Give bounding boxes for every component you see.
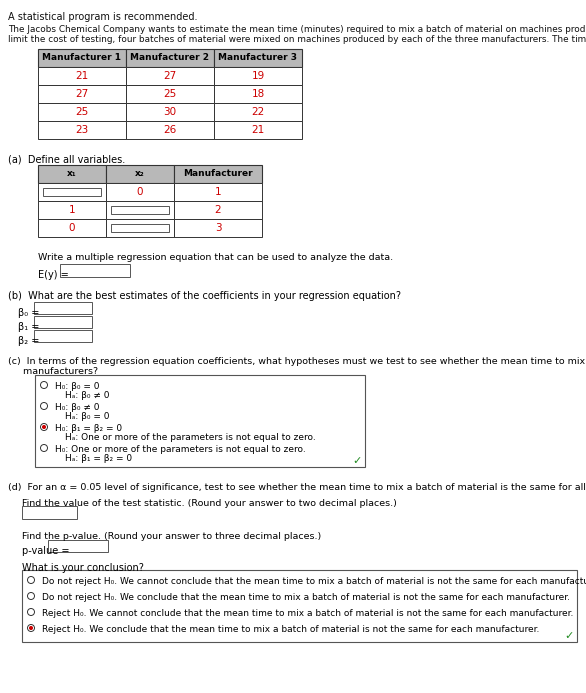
Bar xyxy=(214,85,302,103)
Bar xyxy=(126,103,214,121)
Bar xyxy=(43,188,101,196)
Text: Hₐ: β₀ = 0: Hₐ: β₀ = 0 xyxy=(65,412,110,421)
Bar xyxy=(106,165,174,183)
Text: 21: 21 xyxy=(251,125,265,135)
Bar xyxy=(38,183,106,201)
Bar xyxy=(38,201,106,219)
Text: x₁: x₁ xyxy=(67,168,77,177)
Bar xyxy=(174,201,262,219)
Bar xyxy=(34,316,92,328)
Text: 19: 19 xyxy=(251,71,265,81)
Bar xyxy=(214,103,302,121)
Text: H₀: β₀ = 0: H₀: β₀ = 0 xyxy=(55,382,100,391)
Text: 26: 26 xyxy=(163,125,176,135)
Text: Write a multiple regression equation that can be used to analyze the data.: Write a multiple regression equation tha… xyxy=(38,253,393,262)
Text: What is your conclusion?: What is your conclusion? xyxy=(22,563,144,573)
Bar xyxy=(38,85,126,103)
Bar xyxy=(22,570,577,642)
Bar xyxy=(214,49,302,67)
Text: H₀: β₁ = β₂ = 0: H₀: β₁ = β₂ = 0 xyxy=(55,424,122,433)
Bar xyxy=(214,121,302,139)
Text: Manufacturer 3: Manufacturer 3 xyxy=(219,53,298,62)
Bar xyxy=(35,375,365,467)
Text: Hₐ: One or more of the parameters is not equal to zero.: Hₐ: One or more of the parameters is not… xyxy=(65,433,316,442)
Bar xyxy=(106,201,174,219)
Text: β₀ =: β₀ = xyxy=(18,308,39,318)
Text: Find the p-value. (Round your answer to three decimal places.): Find the p-value. (Round your answer to … xyxy=(22,532,321,541)
Bar xyxy=(38,67,126,85)
Bar xyxy=(38,103,126,121)
Text: Hₐ: β₁ = β₂ = 0: Hₐ: β₁ = β₂ = 0 xyxy=(65,454,132,463)
Text: 3: 3 xyxy=(214,223,222,233)
Bar xyxy=(126,49,214,67)
Text: The Jacobs Chemical Company wants to estimate the mean time (minutes) required t: The Jacobs Chemical Company wants to est… xyxy=(8,25,586,34)
Text: 27: 27 xyxy=(76,89,88,99)
Text: (c)  In terms of the regression equation coefficients, what hypotheses must we t: (c) In terms of the regression equation … xyxy=(8,357,586,366)
Text: 25: 25 xyxy=(76,107,88,117)
Text: A statistical program is recommended.: A statistical program is recommended. xyxy=(8,12,197,22)
Text: Find the value of the test statistic. (Round your answer to two decimal places.): Find the value of the test statistic. (R… xyxy=(22,499,397,508)
Text: limit the cost of testing, four batches of material were mixed on machines produ: limit the cost of testing, four batches … xyxy=(8,35,586,44)
Bar xyxy=(38,165,106,183)
Text: p-value =: p-value = xyxy=(22,546,70,556)
Bar xyxy=(111,224,169,232)
Text: E(y) =: E(y) = xyxy=(38,270,69,280)
Bar xyxy=(38,219,106,237)
Text: (d)  For an α = 0.05 level of significance, test to see whether the mean time to: (d) For an α = 0.05 level of significanc… xyxy=(8,483,586,492)
Text: 21: 21 xyxy=(76,71,88,81)
Text: (a)  Define all variables.: (a) Define all variables. xyxy=(8,155,125,165)
Bar xyxy=(38,121,126,139)
Bar xyxy=(106,219,174,237)
Bar xyxy=(60,264,130,277)
Text: Hₐ: β₀ ≠ 0: Hₐ: β₀ ≠ 0 xyxy=(65,391,110,400)
Text: Reject H₀. We cannot conclude that the mean time to mix a batch of material is n: Reject H₀. We cannot conclude that the m… xyxy=(42,609,573,618)
Text: 1: 1 xyxy=(69,205,76,215)
Text: H₀: One or more of the parameters is not equal to zero.: H₀: One or more of the parameters is not… xyxy=(55,445,306,454)
Bar xyxy=(48,540,108,552)
Text: β₂ =: β₂ = xyxy=(18,336,39,346)
Text: manufacturers?: manufacturers? xyxy=(8,367,98,376)
Bar xyxy=(214,67,302,85)
Text: ✓: ✓ xyxy=(352,456,362,466)
Text: Manufacturer 2: Manufacturer 2 xyxy=(131,53,210,62)
Bar xyxy=(174,219,262,237)
Text: 2: 2 xyxy=(214,205,222,215)
Text: 25: 25 xyxy=(163,89,176,99)
Bar xyxy=(126,121,214,139)
Bar xyxy=(106,183,174,201)
Bar xyxy=(34,302,92,314)
Text: 0: 0 xyxy=(69,223,75,233)
Text: Manufacturer: Manufacturer xyxy=(183,168,253,177)
Bar xyxy=(174,165,262,183)
Text: (b)  What are the best estimates of the coefficients in your regression equation: (b) What are the best estimates of the c… xyxy=(8,291,401,301)
Text: Do not reject H₀. We conclude that the mean time to mix a batch of material is n: Do not reject H₀. We conclude that the m… xyxy=(42,593,570,602)
Bar xyxy=(38,49,126,67)
Text: 30: 30 xyxy=(163,107,176,117)
Text: 23: 23 xyxy=(76,125,88,135)
Text: x₂: x₂ xyxy=(135,168,145,177)
Circle shape xyxy=(29,626,33,630)
Text: Do not reject H₀. We cannot conclude that the mean time to mix a batch of materi: Do not reject H₀. We cannot conclude tha… xyxy=(42,577,586,586)
Bar xyxy=(34,330,92,342)
Text: β₁ =: β₁ = xyxy=(18,322,39,332)
Bar xyxy=(22,506,77,519)
Text: 27: 27 xyxy=(163,71,176,81)
Bar xyxy=(126,67,214,85)
Bar xyxy=(174,183,262,201)
Text: 1: 1 xyxy=(214,187,222,197)
Text: 18: 18 xyxy=(251,89,265,99)
Text: H₀: β₀ ≠ 0: H₀: β₀ ≠ 0 xyxy=(55,403,100,412)
Text: Reject H₀. We conclude that the mean time to mix a batch of material is not the : Reject H₀. We conclude that the mean tim… xyxy=(42,625,539,634)
Text: Manufacturer 1: Manufacturer 1 xyxy=(43,53,121,62)
Text: ✓: ✓ xyxy=(564,631,574,641)
Bar xyxy=(126,85,214,103)
Text: 0: 0 xyxy=(137,187,143,197)
Bar xyxy=(111,206,169,214)
Text: 22: 22 xyxy=(251,107,265,117)
Circle shape xyxy=(42,425,46,429)
